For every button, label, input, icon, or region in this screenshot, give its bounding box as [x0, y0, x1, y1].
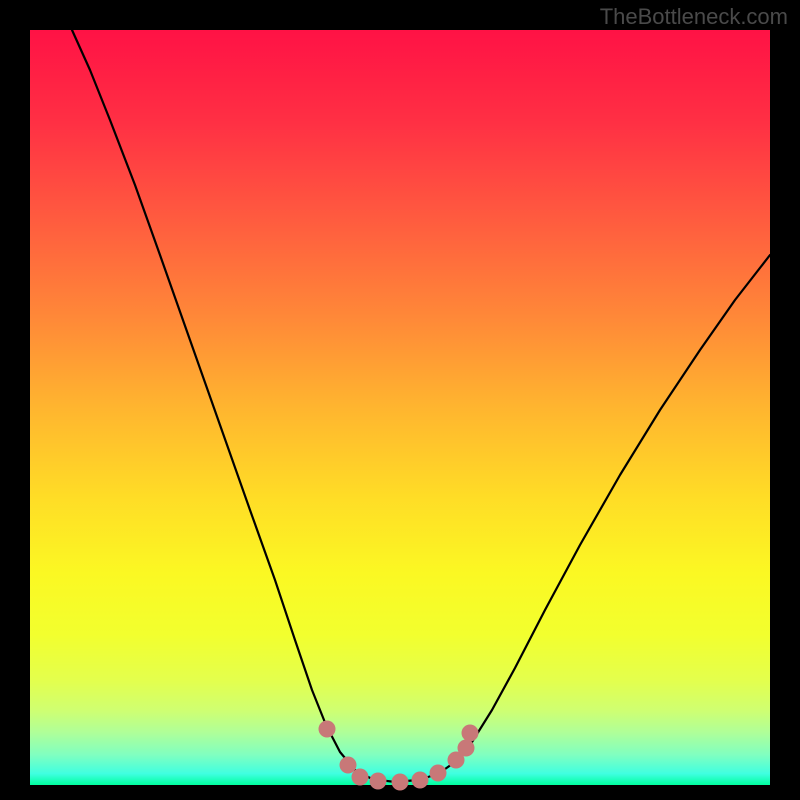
highlight-dot — [392, 774, 409, 791]
highlight-dot — [458, 740, 475, 757]
highlight-dot — [352, 769, 369, 786]
highlight-dot — [430, 765, 447, 782]
highlight-dot — [412, 772, 429, 789]
highlight-dot — [319, 721, 336, 738]
chart-container: TheBottleneck.com — [0, 0, 800, 800]
watermark-text: TheBottleneck.com — [600, 4, 788, 30]
bottleneck-chart — [0, 0, 800, 800]
highlight-dot — [370, 773, 387, 790]
chart-background-gradient — [30, 30, 770, 785]
highlight-dot — [340, 757, 357, 774]
highlight-dot — [462, 725, 479, 742]
